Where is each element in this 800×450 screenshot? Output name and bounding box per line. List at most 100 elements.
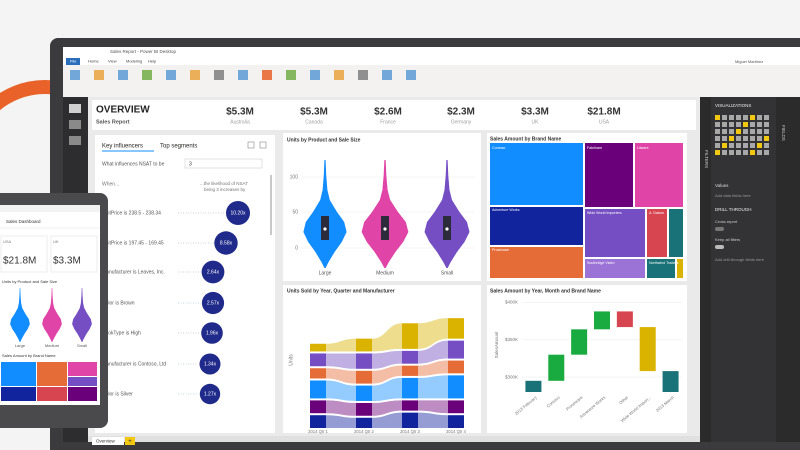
viz-icon[interactable] [715, 115, 720, 120]
ki-bubble[interactable] [199, 383, 221, 405]
ribbon-icon[interactable] [382, 70, 392, 80]
viz-icon[interactable] [750, 136, 755, 141]
ribbon-icon[interactable] [286, 70, 296, 80]
viz-icon[interactable] [764, 122, 769, 127]
toggle[interactable] [715, 227, 724, 231]
viz-icon[interactable] [736, 115, 741, 120]
ribbon-bar [356, 370, 372, 384]
viz-icon[interactable] [729, 115, 734, 120]
viz-icon[interactable] [722, 150, 727, 155]
viz-icon[interactable] [722, 122, 727, 127]
viz-icon[interactable] [722, 129, 727, 134]
viz-icon[interactable] [715, 129, 720, 134]
ki-bubble[interactable] [201, 291, 225, 315]
viz-icon[interactable] [743, 122, 748, 127]
ki-bubble[interactable] [201, 322, 223, 344]
viz-icon[interactable] [750, 129, 755, 134]
viz-icon[interactable] [736, 129, 741, 134]
viz-icon[interactable] [722, 143, 727, 148]
ribbon-icon[interactable] [190, 70, 200, 80]
viz-icon[interactable] [743, 143, 748, 148]
nav-icon-model[interactable] [69, 136, 81, 145]
ribbon-icon[interactable] [70, 70, 80, 80]
nav-icon-data[interactable] [69, 120, 81, 129]
viz-icon[interactable] [715, 136, 720, 141]
viz-icon[interactable] [743, 150, 748, 155]
viz-icon[interactable] [750, 115, 755, 120]
viz-icon[interactable] [729, 129, 734, 134]
ki-bubble[interactable] [199, 353, 221, 375]
pane-tab[interactable]: FIELDS [781, 125, 786, 141]
ribbon-connector [372, 365, 402, 384]
phone-card[interactable] [0, 235, 48, 273]
viz-icon[interactable] [757, 136, 762, 141]
page-tab[interactable]: Overview [96, 439, 116, 444]
ki-icon[interactable] [259, 141, 267, 149]
viz-icon[interactable] [764, 115, 769, 120]
ki-bubble[interactable] [214, 231, 238, 255]
viz-icon[interactable] [757, 150, 762, 155]
viz-icon[interactable] [736, 150, 741, 155]
viz-icon[interactable] [743, 129, 748, 134]
ribbon-icon[interactable] [166, 70, 176, 80]
ribbon-bar [448, 415, 464, 428]
page-tab-bg[interactable] [92, 437, 124, 445]
add-page[interactable]: + [128, 439, 132, 445]
ki-icon[interactable] [247, 141, 255, 149]
viz-icon[interactable] [757, 143, 762, 148]
ribbon-tab[interactable]: Help [148, 59, 157, 64]
viz-icon[interactable] [715, 143, 720, 148]
ribbon-tab[interactable]: File [70, 59, 77, 64]
viz-icon[interactable] [757, 115, 762, 120]
pane-label: Cross-report [715, 219, 738, 224]
ribbon-tab[interactable]: Home [88, 59, 99, 64]
ribbon-bar [402, 350, 418, 364]
viz-icon[interactable] [729, 143, 734, 148]
ribbon-icon[interactable] [214, 70, 224, 80]
viz-icon[interactable] [750, 150, 755, 155]
ribbon-icon[interactable] [238, 70, 248, 80]
ribbon-icon[interactable] [334, 70, 344, 80]
viz-icon[interactable] [750, 143, 755, 148]
viz-icon[interactable] [757, 129, 762, 134]
viz-icon[interactable] [736, 122, 741, 127]
viz-icon[interactable] [722, 136, 727, 141]
ribbon-icon[interactable] [262, 70, 272, 80]
viz-icon[interactable] [743, 136, 748, 141]
viz-icon[interactable] [764, 150, 769, 155]
viz-icon[interactable] [757, 122, 762, 127]
ribbon-icon[interactable] [358, 70, 368, 80]
phone-card[interactable] [50, 235, 98, 273]
ribbon-tab[interactable]: View [108, 59, 117, 64]
ki-bubble[interactable] [226, 201, 250, 225]
viz-icon[interactable] [743, 115, 748, 120]
ribbon-tab[interactable]: Modeling [126, 59, 142, 64]
viz-icon[interactable] [764, 129, 769, 134]
nav-icon-report[interactable] [69, 104, 81, 113]
ki-bubble[interactable] [201, 260, 225, 284]
toggle[interactable] [715, 245, 724, 249]
ki-tab[interactable]: Key influencers [102, 144, 143, 150]
ki-dropdown[interactable] [184, 158, 263, 169]
viz-icon[interactable] [736, 136, 741, 141]
viz-icon[interactable] [715, 150, 720, 155]
viz-icon[interactable] [750, 122, 755, 127]
viz-icon[interactable] [729, 136, 734, 141]
viz-icon[interactable] [736, 143, 741, 148]
viz-icon[interactable] [764, 136, 769, 141]
ribbon-icon[interactable] [118, 70, 128, 80]
viz-icon[interactable] [715, 122, 720, 127]
viz-icon[interactable] [722, 115, 727, 120]
pane-tab[interactable]: FILTERS [704, 150, 709, 168]
ribbon-icon[interactable] [310, 70, 320, 80]
phone-title[interactable]: Sales Dashboard [6, 219, 41, 224]
ki-tab[interactable]: Top segments [160, 144, 197, 150]
viz-icon[interactable] [729, 122, 734, 127]
ribbon-icon[interactable] [94, 70, 104, 80]
viz-icon[interactable] [729, 150, 734, 155]
ribbon-icon[interactable] [142, 70, 152, 80]
viz-icon[interactable] [764, 143, 769, 148]
add-page-bg[interactable] [125, 437, 135, 445]
ribbon-icon[interactable] [406, 70, 416, 80]
